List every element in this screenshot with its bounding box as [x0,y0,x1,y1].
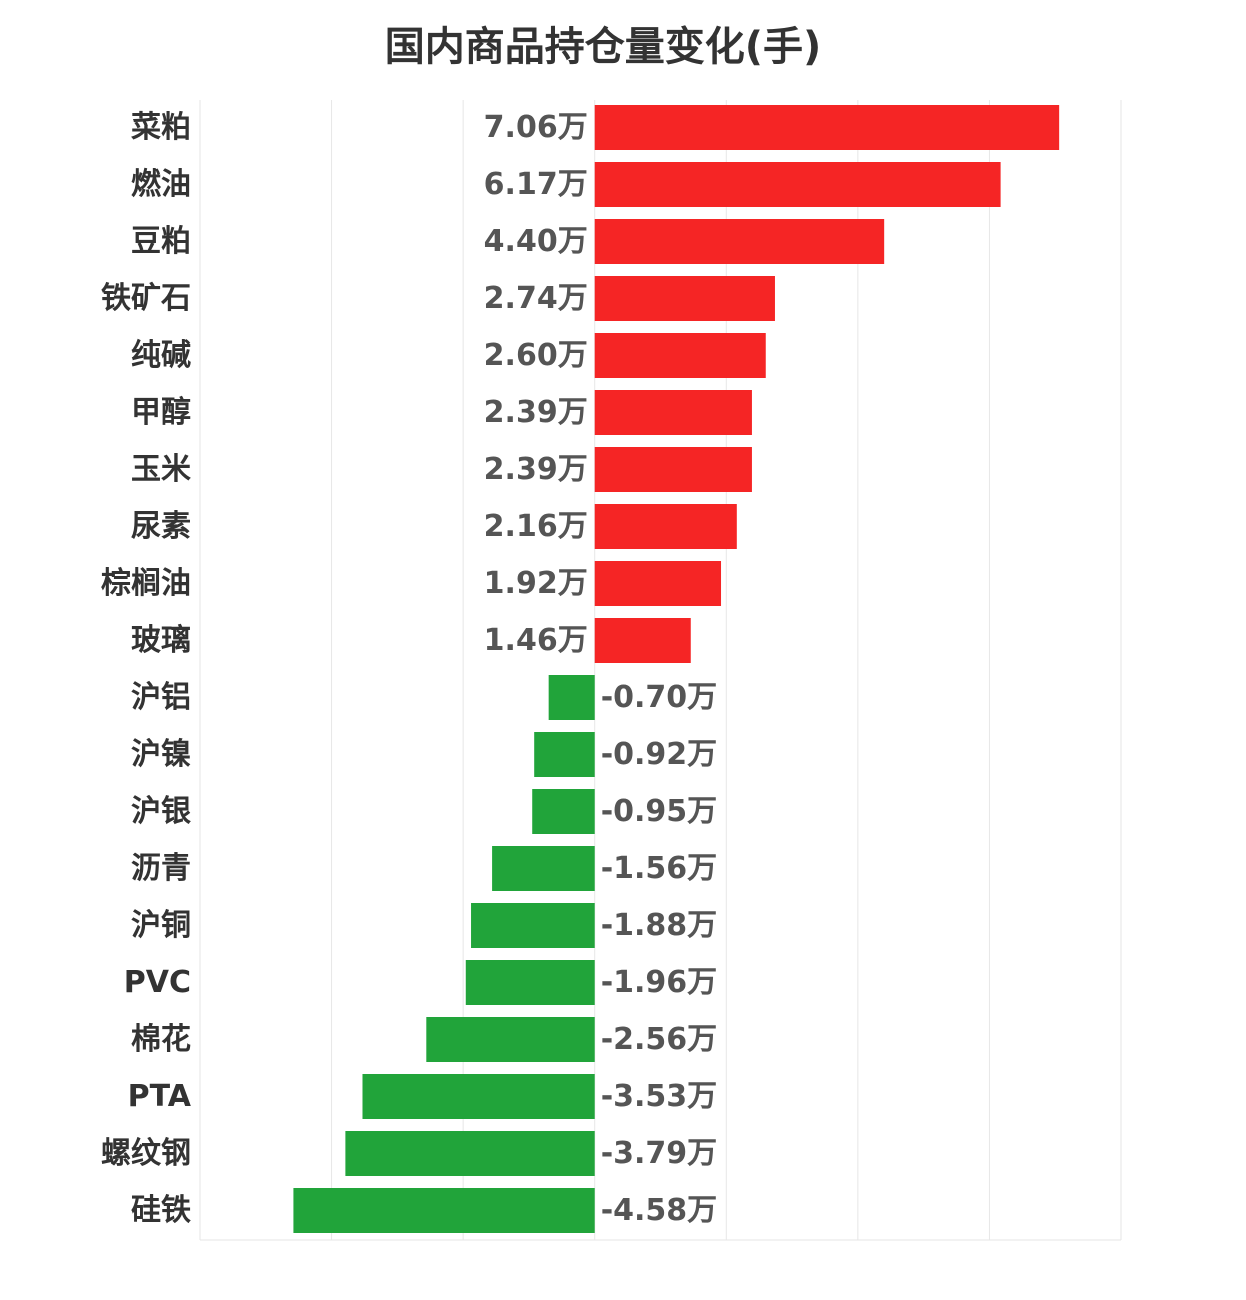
data-label: -0.92万 [601,737,717,772]
data-label: -0.95万 [601,794,717,829]
bar [548,675,595,720]
category-label: 螺纹钢 [101,1136,191,1171]
data-label: -4.58万 [601,1193,717,1228]
data-label: 1.46万 [484,623,588,658]
category-label: 玻璃 [131,623,191,658]
data-label: 7.06万 [484,110,588,145]
data-label: 2.16万 [484,509,588,544]
bar [594,447,752,492]
data-label: -2.56万 [601,1022,717,1057]
data-label: -1.56万 [601,851,717,886]
grid-layer [199,100,1122,1241]
category-label: 尿素 [131,509,191,544]
bar [594,561,722,606]
data-label: 2.39万 [484,395,588,430]
category-label: 硅铁 [131,1193,191,1228]
bar [492,846,595,891]
data-label: 2.39万 [484,452,588,487]
category-label: PTA [128,1079,192,1114]
bar [594,333,766,378]
category-label: 玉米 [131,452,191,487]
data-label: 6.17万 [484,167,588,202]
category-label: 纯碱 [131,338,191,373]
category-label: 豆粕 [131,224,191,259]
data-label: -0.70万 [601,680,717,715]
category-label: 沪铝 [131,680,191,715]
bar [594,276,775,321]
category-label: 甲醇 [131,395,191,430]
category-label: 沥青 [131,851,191,886]
bar [594,219,885,264]
bar-layer [293,105,1060,1233]
bar [293,1188,595,1233]
bar [534,732,595,777]
bar [426,1017,595,1062]
bar [594,504,737,549]
bar [532,789,595,834]
category-label: 沪银 [131,794,191,829]
category-label: 燃油 [131,167,191,202]
bar [594,390,752,435]
bar [465,960,595,1005]
data-label: 2.60万 [484,338,588,373]
bar [594,105,1060,150]
data-label: -3.79万 [601,1136,717,1171]
category-label: 菜粕 [131,110,191,145]
data-label: -1.96万 [601,965,717,1000]
bar [471,903,595,948]
category-label: 沪镍 [131,737,191,772]
data-label: -1.88万 [601,908,717,943]
category-label: 铁矿石 [101,281,191,316]
chart-title: 国内商品持仓量变化(手) [384,24,822,70]
data-label: 1.92万 [484,566,588,601]
bar [345,1131,595,1176]
data-label: -3.53万 [601,1079,717,1114]
data-label: 2.74万 [484,281,588,316]
bar [594,162,1001,207]
bar [362,1074,595,1119]
category-label: 棕榈油 [101,566,191,601]
category-label: 棉花 [131,1022,191,1057]
data-label: 4.40万 [484,224,588,259]
bar [594,618,691,663]
category-label: 沪铜 [131,908,191,943]
category-label: PVC [124,965,191,1000]
